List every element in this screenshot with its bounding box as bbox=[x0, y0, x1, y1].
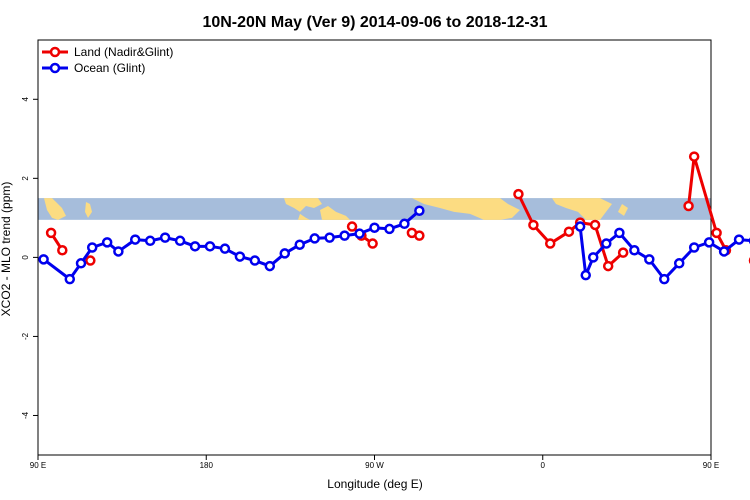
series-1 bbox=[38, 205, 750, 285]
data-point bbox=[369, 222, 380, 233]
data-point bbox=[75, 258, 87, 269]
data-point bbox=[614, 227, 625, 239]
data-point bbox=[399, 218, 410, 230]
legend-label-land: Land (Nadir&Glint) bbox=[74, 45, 173, 59]
data-point bbox=[45, 227, 57, 239]
data-point bbox=[339, 230, 350, 241]
map-land-3 bbox=[320, 206, 350, 220]
x-tick-label: 90 E bbox=[30, 461, 46, 470]
data-point bbox=[85, 255, 96, 266]
data-point bbox=[703, 237, 715, 248]
data-point bbox=[587, 252, 599, 263]
series-line bbox=[42, 209, 421, 281]
data-point bbox=[683, 200, 694, 212]
x-tick-label: 180 bbox=[200, 461, 214, 470]
data-point bbox=[129, 234, 141, 245]
legend: Land (Nadir&Glint) Ocean (Glint) bbox=[42, 45, 173, 75]
y-tick-label: 0 bbox=[21, 255, 30, 260]
y-tick-label: -4 bbox=[21, 411, 30, 419]
map-land-1 bbox=[85, 202, 92, 218]
data-point bbox=[309, 233, 320, 244]
data-point bbox=[367, 238, 378, 249]
data-point bbox=[174, 235, 186, 247]
data-point bbox=[346, 221, 358, 232]
map-land-7 bbox=[618, 204, 628, 216]
data-point bbox=[57, 245, 68, 256]
data-point bbox=[414, 230, 425, 241]
map-land-0 bbox=[44, 198, 66, 220]
data-point bbox=[384, 223, 395, 235]
data-point bbox=[144, 235, 156, 247]
y-tick-label: 4 bbox=[21, 97, 30, 102]
y-axis-label: XCO2 - MLO trend (ppm) bbox=[0, 182, 13, 317]
data-point bbox=[38, 254, 49, 265]
data-point bbox=[64, 273, 76, 285]
data-point bbox=[711, 227, 722, 239]
legend-marker-land bbox=[49, 46, 61, 58]
data-point bbox=[249, 255, 261, 266]
data-point bbox=[86, 242, 98, 253]
data-point bbox=[574, 221, 586, 232]
data-point bbox=[602, 260, 614, 272]
y-axis: -4 -2 0 2 4 bbox=[21, 97, 38, 419]
data-point bbox=[733, 234, 745, 245]
data-point bbox=[159, 232, 171, 243]
legend-label-ocean: Ocean (Glint) bbox=[74, 61, 145, 75]
map-land-4 bbox=[298, 213, 310, 220]
data-point bbox=[513, 188, 524, 200]
data-point bbox=[234, 251, 246, 262]
map-band bbox=[38, 198, 711, 220]
data-point bbox=[718, 246, 730, 257]
x-tick-label: 90 W bbox=[365, 461, 384, 470]
data-point bbox=[219, 243, 231, 254]
data-point bbox=[563, 226, 575, 237]
data-point bbox=[601, 238, 612, 249]
data-point bbox=[544, 238, 556, 249]
data-point bbox=[101, 237, 113, 248]
data-point bbox=[688, 151, 700, 162]
legend-marker-ocean bbox=[49, 62, 61, 74]
data-point bbox=[688, 242, 700, 253]
map-land-5 bbox=[412, 198, 520, 220]
y-tick-label: 2 bbox=[21, 176, 30, 181]
y-tick-label: -2 bbox=[21, 332, 30, 340]
map-land-2 bbox=[284, 198, 322, 212]
data-point bbox=[294, 239, 305, 250]
data-point bbox=[673, 258, 685, 269]
x-tick-label: 90 E bbox=[703, 461, 719, 470]
series-layer bbox=[38, 151, 750, 285]
x-axis: 90 E 180 90 W 0 90 E bbox=[30, 455, 719, 470]
data-point bbox=[354, 228, 365, 239]
data-point bbox=[589, 219, 601, 231]
data-point bbox=[528, 219, 539, 231]
data-point bbox=[189, 241, 201, 252]
chart-title: 10N-20N May (Ver 9) 2014-09-06 to 2018-1… bbox=[202, 14, 547, 31]
data-point bbox=[580, 269, 591, 281]
data-point bbox=[414, 205, 425, 216]
data-point bbox=[659, 273, 670, 285]
data-point bbox=[204, 241, 216, 252]
data-point bbox=[279, 248, 291, 259]
map-land-6 bbox=[552, 198, 612, 220]
data-point bbox=[324, 232, 335, 243]
x-axis-label: Longitude (deg E) bbox=[327, 477, 422, 491]
data-point bbox=[629, 245, 640, 256]
data-point bbox=[264, 260, 276, 272]
map-ocean bbox=[38, 198, 711, 220]
data-point bbox=[113, 246, 124, 257]
data-point bbox=[644, 254, 655, 265]
series-line bbox=[687, 155, 728, 251]
x-tick-label: 0 bbox=[541, 461, 546, 470]
data-point bbox=[617, 247, 629, 258]
